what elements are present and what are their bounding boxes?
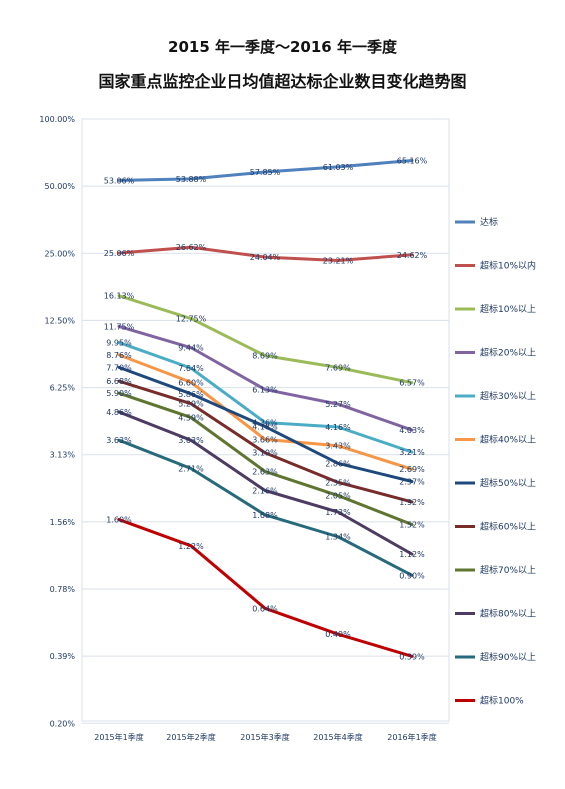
data-label: 12.75%: [176, 315, 207, 324]
chart-title-line-2: 国家重点监控企业日均值超达标企业数目变化趋势图: [98, 72, 467, 91]
legend-label: 超标30%以上: [480, 390, 536, 402]
data-label: 53.06%: [104, 176, 135, 185]
series-line: [117, 410, 414, 556]
y-tick-label: 50.00%: [44, 182, 75, 191]
data-label: 2.63%: [252, 467, 278, 476]
y-tick-label: 12.50%: [44, 316, 75, 325]
y-tick-label: 100.00%: [39, 115, 75, 124]
data-label: 24.04%: [250, 253, 281, 262]
data-label: 2.71%: [178, 465, 204, 474]
data-label: 1.60%: [106, 516, 132, 525]
data-label: 16.13%: [104, 292, 135, 301]
data-label: 3.21%: [399, 448, 425, 457]
y-tick-label: 0.20%: [50, 719, 76, 728]
data-labels: 53.06% 53.88% 57.85% 61.03% 65.16% 25.06% 26.6…: [104, 156, 428, 661]
data-label: 26.62%: [176, 243, 207, 252]
x-tick-label: 2015年2季度: [166, 732, 215, 742]
data-label: 1.92%: [399, 498, 425, 507]
legend-label: 达标: [480, 216, 498, 228]
data-label: 24.62%: [397, 251, 428, 260]
legend: 达标超标10%以内超标10%以上超标20%以上超标30%以上超标40%以上超标5…: [455, 216, 536, 707]
legend-label: 超标10%以内: [480, 260, 536, 272]
data-label: 7.64%: [178, 364, 204, 373]
series-line: [117, 324, 414, 432]
data-label: 9.44%: [178, 344, 204, 353]
legend-label: 超标80%以上: [480, 608, 536, 620]
data-label: 4.16%: [325, 423, 351, 432]
data-label: 9.95%: [106, 339, 132, 348]
y-axis-ticks: 100.00% 50.00% 25.00% 12.50% 6.25% 3.13% 1.56%…: [39, 115, 75, 728]
data-label: 65.16%: [397, 156, 428, 165]
data-label: 5.29%: [178, 400, 204, 409]
data-label: 1.34%: [325, 533, 351, 542]
x-tick-label: 2015年1季度: [94, 732, 143, 742]
y-tick-label: 0.39%: [50, 652, 76, 661]
legend-label: 超标50%以上: [480, 477, 536, 489]
x-tick-label: 2015年3季度: [240, 732, 289, 742]
data-label: 4.86%: [106, 408, 132, 417]
chart-title-line-1: 2015 年一季度～2016 年一季度: [168, 38, 397, 56]
y-tick-label: 0.78%: [50, 585, 76, 594]
data-label: 7.69%: [325, 363, 351, 372]
series-lines: [117, 158, 414, 658]
series-line: [117, 518, 414, 658]
legend-label: 超标10%以上: [480, 303, 536, 315]
data-label: 4.59%: [178, 413, 204, 422]
data-label: 6.57%: [399, 379, 425, 388]
data-label: 4.18%: [252, 423, 278, 432]
legend-label: 超标40%以上: [480, 434, 536, 446]
data-label: 25.06%: [104, 249, 135, 258]
data-label: 8.69%: [252, 352, 278, 361]
data-label: 3.43%: [325, 442, 351, 451]
y-tick-label: 3.13%: [50, 451, 76, 460]
y-tick-label: 25.00%: [44, 249, 75, 258]
data-label: 1.52%: [399, 521, 425, 530]
data-label: 8.76%: [106, 351, 132, 360]
data-label: 6.13%: [252, 385, 278, 394]
data-label: 2.35%: [325, 478, 351, 487]
data-label: 0.49%: [325, 630, 351, 639]
data-label: 0.64%: [252, 604, 278, 613]
data-label: 2.86%: [325, 459, 351, 468]
data-label: 57.85%: [250, 168, 281, 177]
data-label: 0.39%: [399, 652, 425, 661]
data-label: 5.27%: [325, 400, 351, 409]
data-label: 61.03%: [323, 163, 354, 172]
data-label: 3.19%: [252, 449, 278, 458]
data-label: 2.16%: [252, 486, 278, 495]
data-label: 23.21%: [323, 256, 354, 265]
data-label: 5.90%: [106, 389, 132, 398]
data-label: 3.63%: [178, 436, 204, 445]
data-label: 1.12%: [399, 550, 425, 559]
data-label: 11.75%: [104, 322, 135, 331]
legend-label: 超标70%以上: [480, 564, 536, 576]
data-label: 7.70%: [106, 363, 132, 372]
x-tick-label: 2015年4季度: [313, 732, 362, 742]
x-tick-label: 2016年1季度: [387, 732, 436, 742]
data-label: 6.68%: [106, 377, 132, 386]
legend-label: 超标60%以上: [480, 521, 536, 533]
data-label: 1.73%: [325, 508, 351, 517]
legend-label: 超标100%: [480, 695, 524, 707]
x-axis-ticks: 2015年1季度 2015年2季度 2015年3季度 2015年4季度 2016年1季度: [94, 732, 436, 742]
data-label: 2.69%: [399, 465, 425, 474]
data-label: 2.37%: [399, 478, 425, 487]
data-label: 6.60%: [178, 378, 204, 387]
data-label: 3.66%: [252, 435, 278, 444]
data-label: 1.22%: [178, 542, 204, 551]
y-tick-label: 6.25%: [50, 384, 76, 393]
data-label: 4.03%: [399, 426, 425, 435]
data-label: 53.88%: [176, 175, 207, 184]
data-label: 1.68%: [252, 511, 278, 520]
y-tick-label: 1.56%: [50, 518, 76, 527]
data-label: 5.86%: [178, 390, 204, 399]
data-label: 0.90%: [399, 571, 425, 580]
data-label: 4.36%: [252, 418, 278, 427]
legend-label: 超标20%以上: [480, 347, 536, 359]
legend-label: 超标90%以上: [480, 651, 536, 663]
data-label: 3.63%: [106, 436, 132, 445]
data-label: 2.05%: [325, 492, 351, 501]
